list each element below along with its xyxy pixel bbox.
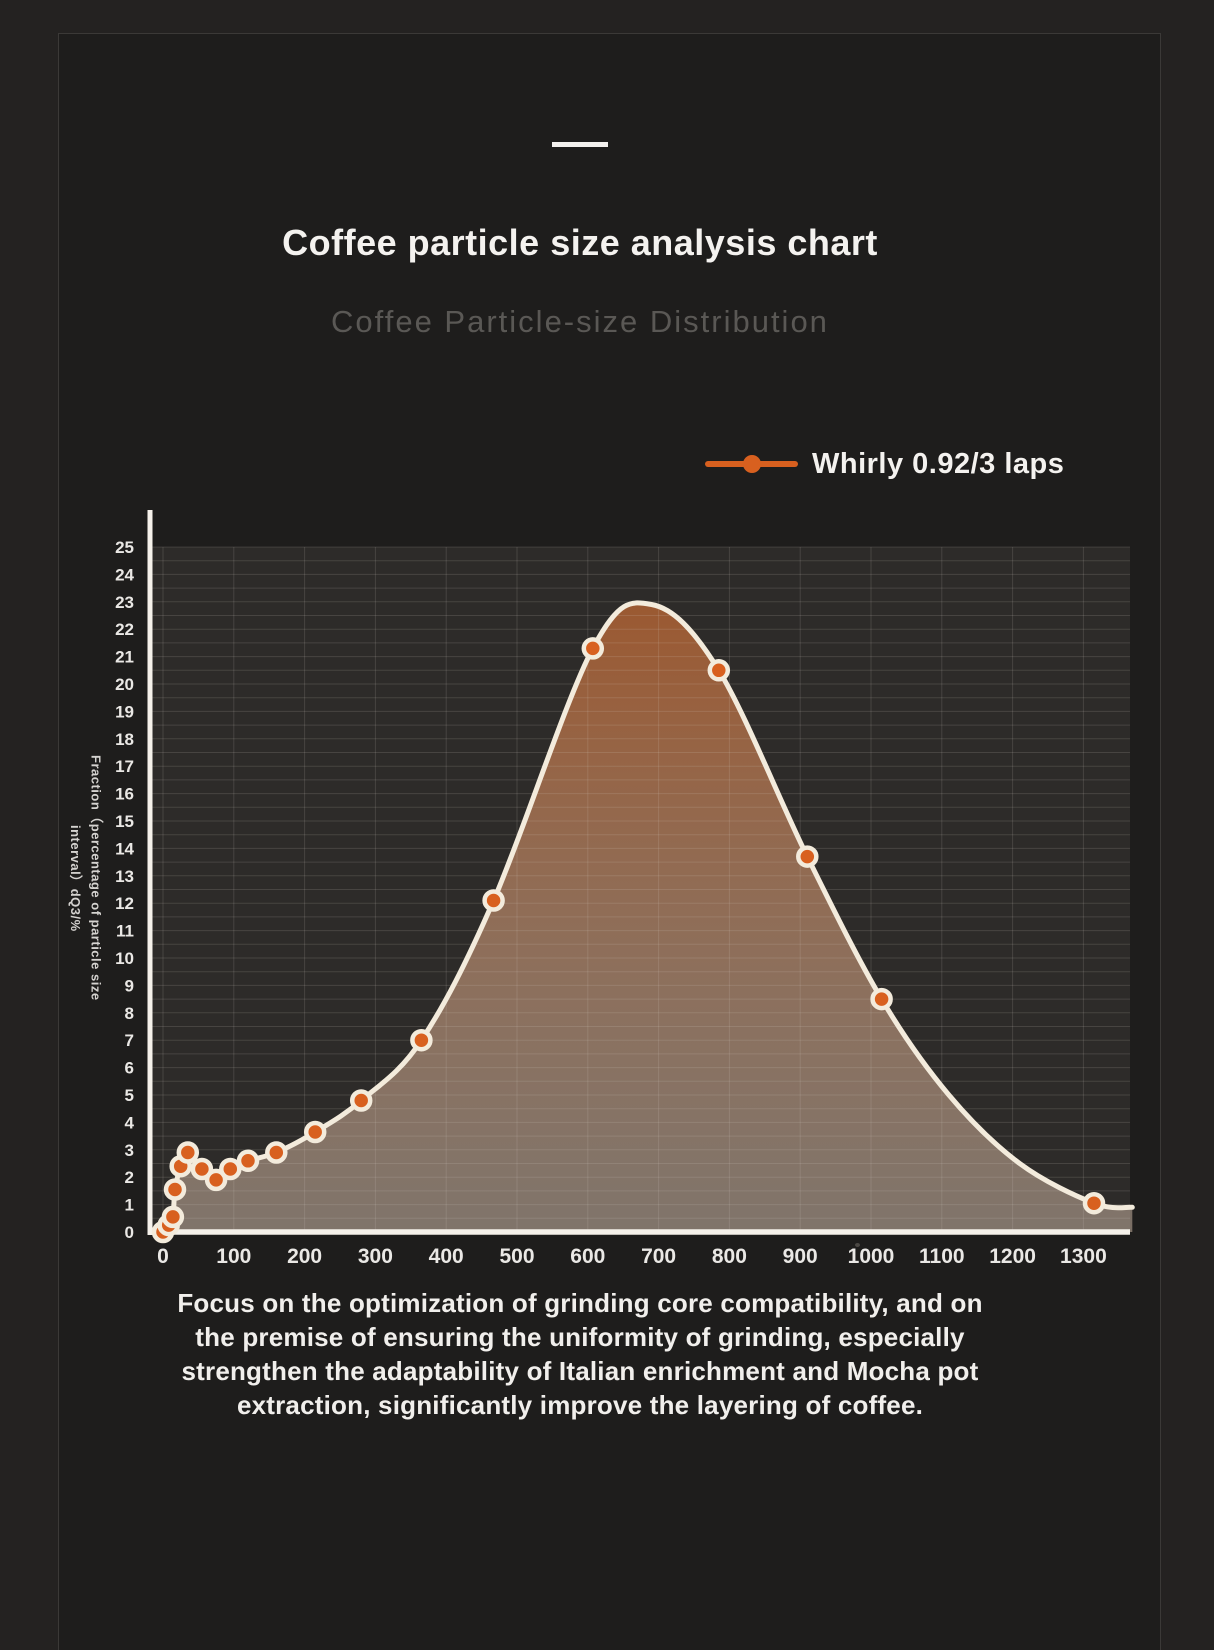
x-tick-label: 500: [499, 1245, 534, 1268]
data-point: [161, 1205, 185, 1229]
data-point: [265, 1141, 288, 1164]
x-tick-label: 200: [287, 1245, 322, 1268]
y-tick-label: 8: [125, 1004, 134, 1023]
footer-line: Focus on the optimization of grinding co…: [177, 1288, 983, 1318]
series-area-fill: [163, 602, 1133, 1232]
x-tick-label: 100: [216, 1245, 251, 1268]
x-tick-label: 900: [783, 1245, 818, 1268]
x-tick-label: 0: [157, 1245, 169, 1268]
legend-marker-dot: [743, 455, 761, 473]
page-title: Coffee particle size analysis chart: [282, 222, 878, 263]
x-tick-label: 300: [358, 1245, 393, 1268]
y-tick-label: 21: [115, 648, 134, 667]
legend: Whirly 0.92/3 laps: [705, 446, 1064, 482]
top-dash-decoration: [552, 142, 608, 147]
page-subtitle: Coffee Particle-size Distribution: [331, 304, 829, 339]
data-point: [1082, 1191, 1106, 1215]
y-tick-label: 18: [115, 730, 134, 749]
y-tick-label: 14: [115, 839, 134, 858]
data-point: [176, 1141, 200, 1164]
x-tick-label: 1200: [989, 1245, 1036, 1268]
y-tick-label: 17: [115, 757, 134, 776]
x-tick-label: 600: [570, 1245, 605, 1268]
data-point: [581, 637, 605, 660]
y-tick-label: 4: [125, 1113, 135, 1132]
data-point: [349, 1089, 373, 1112]
footer-line: extraction, significantly improve the la…: [236, 1390, 924, 1420]
y-tick-label: 12: [115, 894, 134, 913]
data-point: [303, 1120, 327, 1144]
x-tick-label: 700: [641, 1245, 676, 1268]
y-tick-label: 19: [115, 702, 134, 721]
y-tick-label: 0: [125, 1223, 134, 1242]
y-tick-label: 3: [125, 1141, 134, 1160]
y-tick-label: 15: [115, 812, 134, 831]
x-tick-label: 1000: [848, 1245, 895, 1268]
data-point: [236, 1149, 260, 1173]
data-point: [219, 1157, 242, 1181]
y-tick-label: 5: [125, 1086, 134, 1105]
data-point: [163, 1178, 187, 1201]
legend-line-sample: [705, 455, 798, 473]
footer-text: Focus on the optimization of grinding co…: [0, 1286, 1160, 1422]
y-tick-label: 24: [115, 565, 134, 584]
y-tick-label: 22: [115, 620, 134, 639]
y-axis-title-line-1: Fraction（percentage of particle size: [88, 755, 104, 1001]
y-tick-label: 16: [115, 785, 134, 804]
y-tick-label: 1: [125, 1196, 134, 1215]
footer-line: the premise of ensuring the uniformity o…: [195, 1322, 965, 1352]
data-point: [482, 889, 505, 912]
y-tick-label: 20: [115, 675, 134, 694]
y-tick-label: 9: [125, 976, 134, 995]
y-tick-label: 7: [125, 1031, 134, 1050]
data-point: [870, 987, 893, 1011]
y-tick-label: 13: [115, 867, 134, 886]
x-tick-label: 1100: [919, 1245, 965, 1268]
x-tick-label: 800: [712, 1245, 747, 1268]
speck-artifact: [855, 1243, 860, 1247]
data-point: [410, 1028, 433, 1052]
y-tick-label: 2: [125, 1168, 134, 1187]
data-point: [796, 845, 819, 868]
particle-size-chart: 0 1 2 3 4 5 6 7 8 9 10 11 12 13 14 15 16 17 18 19 20 21 22 23 24…: [58, 470, 1162, 1290]
y-axis-title: Fraction（percentage of particle size int…: [64, 712, 106, 1044]
legend-label: Whirly 0.92/3 laps: [812, 447, 1065, 480]
data-point: [204, 1168, 228, 1192]
x-tick-label: 1300: [1060, 1245, 1107, 1268]
y-axis-title-line-2: interval）dQ3/%: [67, 824, 83, 932]
y-tick-label: 25: [115, 538, 134, 557]
x-tick-label: 400: [429, 1245, 464, 1268]
y-tick-label: 23: [115, 593, 134, 612]
y-tick-label: 6: [125, 1059, 134, 1078]
data-point: [190, 1157, 214, 1181]
footer-line: strengthen the adaptability of Italian e…: [181, 1356, 979, 1386]
data-point: [707, 659, 731, 682]
y-tick-label: 11: [116, 922, 134, 941]
y-tick-label: 10: [115, 949, 134, 968]
chart-svg: 0123456789101112131415161718192021222324…: [115, 510, 1135, 1268]
